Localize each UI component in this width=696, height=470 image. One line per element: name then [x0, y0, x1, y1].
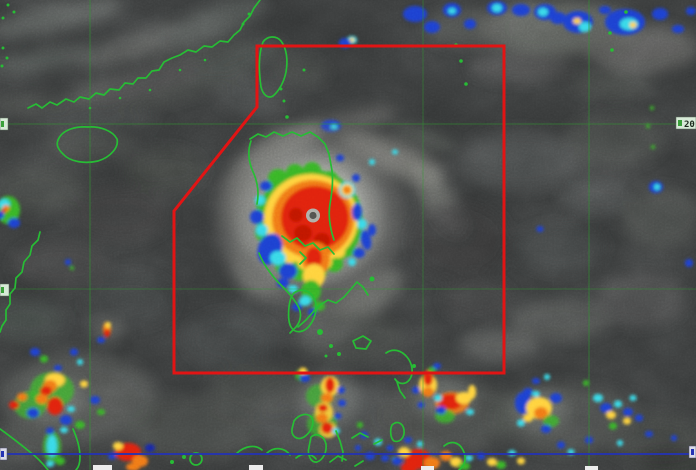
coastline-bohol: [389, 421, 405, 443]
coastline-south-china: [27, 0, 261, 109]
cutoff-label-box: [93, 465, 112, 470]
coastline-mindanao-surigao: [443, 441, 466, 470]
coastline-masbate: [352, 335, 372, 350]
latitude-label-left-15: [0, 283, 10, 297]
coastline-bicol: [297, 281, 369, 328]
coastline-luzon-southwest: [258, 252, 302, 334]
coastline-luzon-interior: [281, 235, 335, 265]
coastline-luzon-west: [248, 140, 259, 205]
cutoff-label-box: [585, 466, 598, 470]
coastline-vietnam: [0, 231, 41, 333]
latitude-labels: 20: [0, 116, 696, 461]
cutoff-label-box: [421, 466, 434, 470]
latitude-label-left-10: [0, 447, 8, 461]
coastline-mindoro: [287, 289, 317, 333]
coastline-palawan-islands: [72, 428, 81, 470]
coastline-visayas-bits: [351, 432, 383, 445]
coastline-taiwan: [258, 36, 288, 98]
coastline-islets: [0, 3, 628, 464]
latitude-label-text: 20: [684, 120, 695, 130]
coastlines: [0, 0, 628, 470]
coastline-hainan: [56, 126, 119, 164]
coastline-luzon-north: [249, 131, 332, 166]
latitude-label-right-10: [688, 445, 696, 459]
par-boundary-box: [172, 44, 506, 375]
coastline-negros: [307, 434, 327, 463]
cutoff-label-boxes: [93, 465, 598, 470]
coastline-samar: [385, 349, 413, 399]
coastline-luzon-east: [328, 164, 335, 241]
coastline-palawan: [0, 428, 49, 470]
coastline-panay: [291, 413, 314, 440]
latitude-label-right-20: 20: [675, 116, 696, 130]
coastline-cebu: [335, 430, 344, 462]
cutoff-label-box: [249, 465, 263, 470]
latitude-label-left-20: [0, 117, 9, 131]
